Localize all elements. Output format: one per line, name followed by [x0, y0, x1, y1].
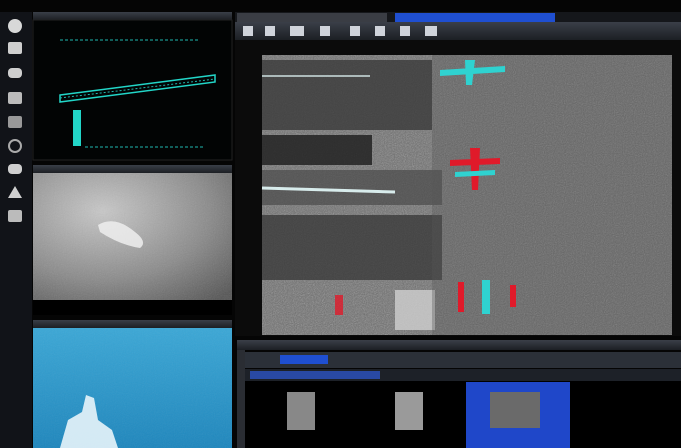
- tool-icon[interactable]: [8, 19, 22, 33]
- toolbar-buttons: [243, 26, 437, 36]
- scrollbar: [237, 350, 245, 448]
- toolbar-bg: [0, 12, 32, 448]
- panel-titlebar: [33, 320, 232, 328]
- building: [262, 60, 432, 130]
- tool-icon[interactable]: [8, 139, 22, 153]
- toolbar-button[interactable]: [320, 26, 330, 36]
- toolbar-button[interactable]: [400, 26, 410, 36]
- toolbar-button[interactable]: [425, 26, 437, 36]
- vehicle-cyan: [482, 280, 490, 314]
- ship: [60, 395, 118, 448]
- tab[interactable]: [237, 13, 387, 22]
- aircraft-cyan: [440, 60, 505, 85]
- toolbar-button[interactable]: [350, 26, 360, 36]
- image-noise: [33, 328, 232, 448]
- vehicle-red: [458, 282, 464, 312]
- breadcrumb[interactable]: [250, 371, 380, 379]
- panel-body: [32, 19, 233, 161]
- vehicle-red: [335, 295, 343, 315]
- toolbar-button[interactable]: [265, 26, 275, 36]
- tool-icon[interactable]: [8, 164, 22, 174]
- tool-icon[interactable]: [8, 68, 22, 78]
- building: [262, 135, 372, 165]
- vector-outline: [59, 74, 216, 103]
- vector-column: [73, 110, 81, 146]
- toolbar-button[interactable]: [375, 26, 385, 36]
- vehicle-red: [510, 285, 516, 307]
- thumbnail[interactable]: [395, 392, 423, 430]
- thumbnail[interactable]: [490, 392, 540, 428]
- tool-icon[interactable]: [8, 186, 22, 198]
- tool-icon[interactable]: [8, 42, 22, 54]
- main-image-window: [235, 12, 681, 336]
- toolbar-button[interactable]: [243, 26, 253, 36]
- search-field[interactable]: [280, 355, 328, 364]
- left-toolbar: [0, 12, 32, 448]
- thumbnail[interactable]: [287, 392, 315, 430]
- aircraft-red: [450, 148, 500, 190]
- tool-icon[interactable]: [8, 210, 22, 222]
- field: [432, 55, 672, 335]
- tool-icon[interactable]: [8, 116, 22, 128]
- ship-blob: [98, 221, 144, 248]
- building: [262, 215, 442, 280]
- bright-block: [395, 290, 435, 330]
- vector-panel: [32, 12, 233, 161]
- panel-titlebar: [237, 340, 681, 350]
- sea-panel: [33, 320, 232, 448]
- image-toolbar: [235, 22, 681, 40]
- toolbar-button[interactable]: [290, 26, 304, 36]
- panel-titlebar: [33, 165, 232, 173]
- tab-active[interactable]: [395, 13, 555, 22]
- panel-titlebar: [33, 12, 232, 20]
- aircraft-streak: [261, 186, 396, 194]
- aircraft-cyan: [455, 170, 495, 177]
- thumbnail-area: [245, 381, 681, 448]
- panel-footer: [33, 300, 232, 315]
- library-toolbar: [245, 352, 681, 368]
- thermal-panel: [33, 165, 232, 315]
- tool-icon[interactable]: [8, 92, 22, 104]
- library-panel: [237, 340, 681, 448]
